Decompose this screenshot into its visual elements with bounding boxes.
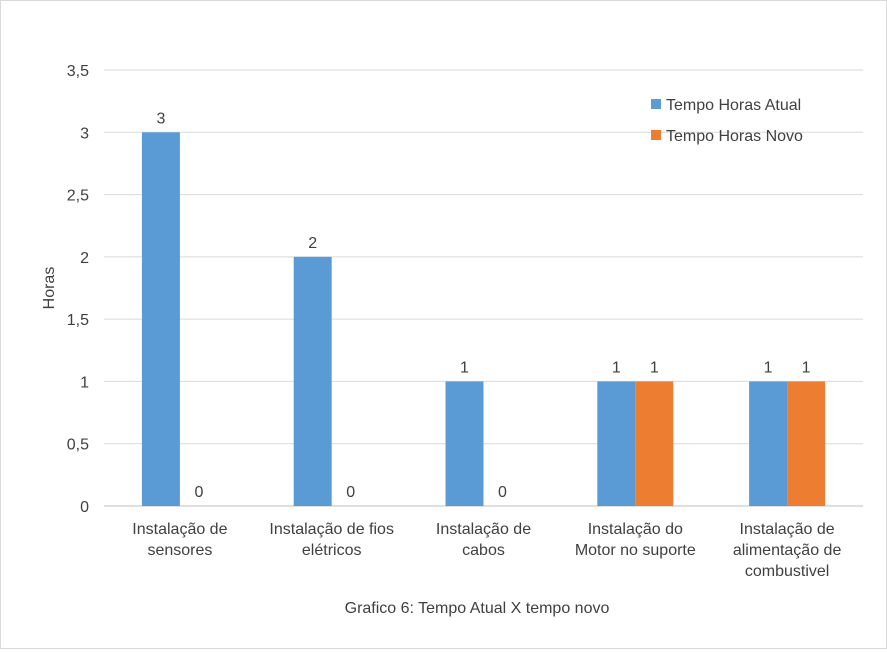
legend-label-tempo-novo: Tempo Horas Novo — [666, 128, 803, 145]
chart-caption: Grafico 6: Tempo Atual X tempo novo — [345, 600, 610, 617]
legend-label-tempo-atual: Tempo Horas Atual — [666, 97, 801, 114]
data-label: 2 — [308, 235, 317, 252]
y-tick-label: 1 — [80, 374, 89, 391]
data-label: 1 — [612, 359, 621, 376]
y-axis-title: Horas — [41, 267, 58, 310]
data-label: 0 — [346, 484, 355, 501]
y-tick-label: 3 — [80, 125, 89, 142]
y-tick-label: 2 — [80, 250, 89, 267]
bar-atual — [749, 381, 788, 506]
y-tick-label: 2,5 — [67, 188, 89, 205]
category-label: Instalação de — [436, 521, 531, 538]
category-label: Instalação de fios — [269, 521, 394, 538]
data-label: 1 — [460, 359, 469, 376]
bar-atual — [141, 132, 180, 507]
bars — [141, 132, 826, 507]
bar-novo — [787, 381, 826, 506]
y-axis-ticks: 0 0,5 1 1,5 2 2,5 3 3,5 — [67, 63, 89, 516]
data-label: 1 — [764, 359, 773, 376]
y-tick-label: 3,5 — [67, 63, 89, 80]
y-tick-label: 1,5 — [67, 312, 89, 329]
bar-novo — [635, 381, 674, 506]
data-label: 0 — [498, 484, 507, 501]
category-label: sensores — [147, 542, 212, 559]
legend: Tempo Horas Atual Tempo Horas Novo — [651, 97, 803, 145]
legend-swatch-tempo-atual — [651, 99, 661, 109]
category-labels: Instalação de sensores Instalação de fios e… — [132, 521, 841, 580]
bar-atual — [445, 381, 484, 506]
data-label: 0 — [194, 484, 203, 501]
bar-atual — [293, 256, 332, 506]
y-tick-label: 0 — [80, 499, 89, 516]
legend-swatch-tempo-novo — [651, 130, 661, 140]
category-label: Instalação do — [588, 521, 683, 538]
bar-atual — [597, 381, 636, 506]
data-labels: 3 0 2 0 1 0 1 1 1 1 — [156, 110, 810, 501]
category-label: Instalação de — [132, 521, 227, 538]
category-label: alimentação de — [733, 542, 842, 559]
category-label: combustivel — [745, 563, 829, 580]
category-label: cabos — [462, 542, 505, 559]
y-tick-label: 0,5 — [67, 437, 89, 454]
data-label: 1 — [802, 359, 811, 376]
category-label: elétricos — [302, 542, 362, 559]
category-label: Instalação de — [740, 521, 835, 538]
data-label: 1 — [650, 359, 659, 376]
category-label: Motor no suporte — [575, 542, 696, 559]
data-label: 3 — [156, 110, 165, 127]
